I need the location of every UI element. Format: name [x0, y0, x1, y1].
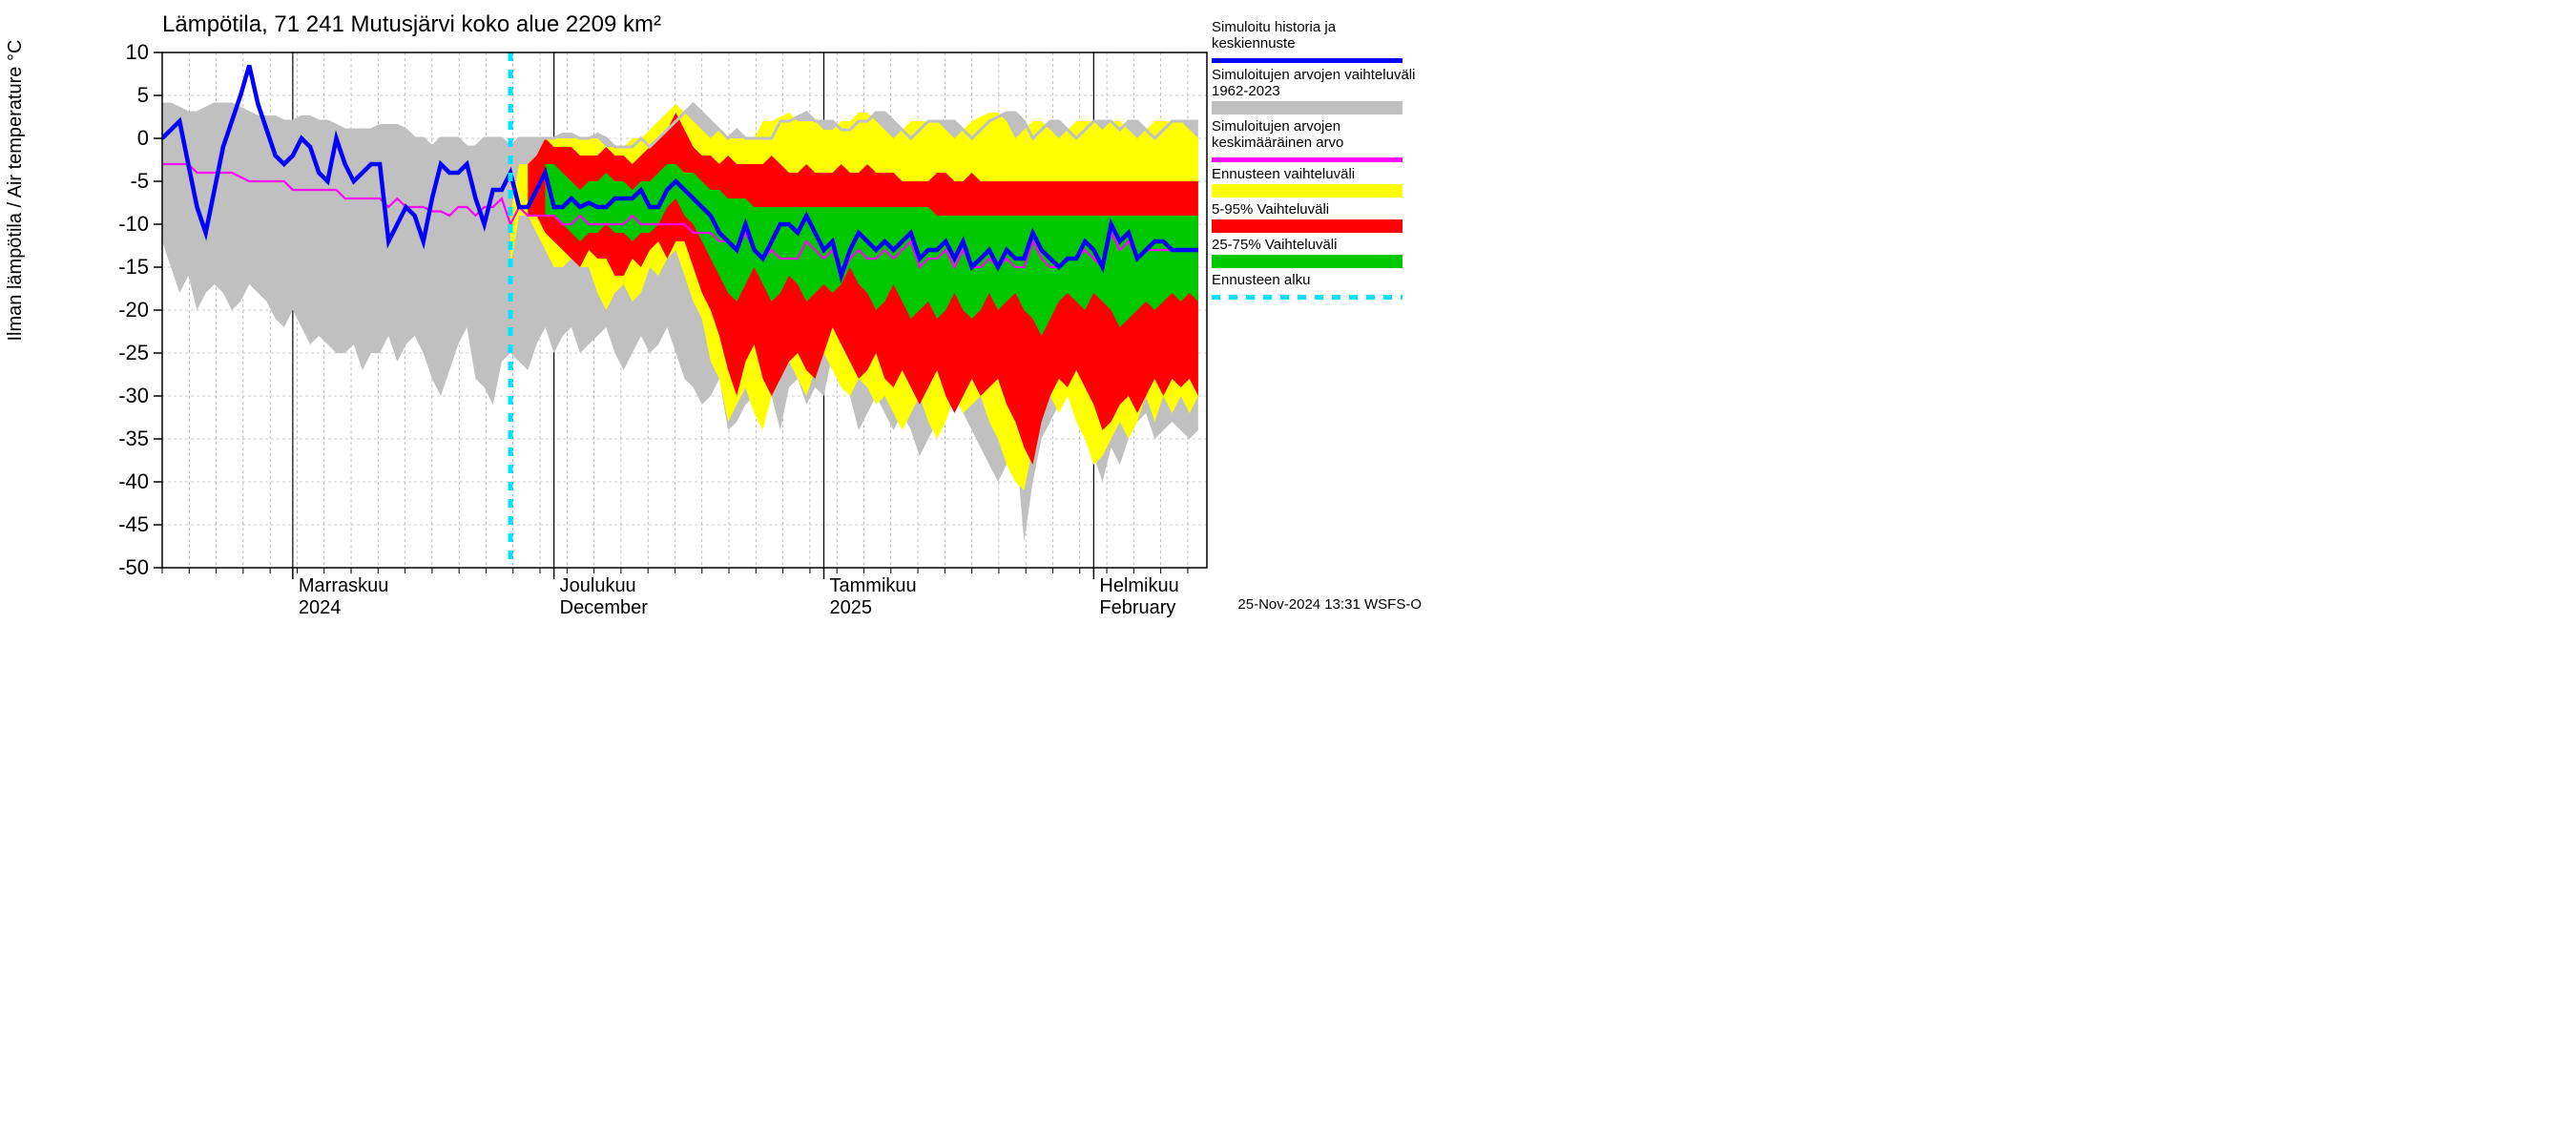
svg-text:-45: -45: [118, 512, 149, 536]
svg-text:-40: -40: [118, 469, 149, 493]
chart-container: Lämpötila, 71 241 Mutusjärvi koko alue 2…: [0, 0, 1431, 639]
legend-swatch: [1212, 184, 1402, 198]
svg-text:Joulukuu: Joulukuu: [560, 575, 636, 596]
legend-label: Simuloitujen arvojen keskimääräinen arvo: [1212, 118, 1422, 152]
legend-label: 5-95% Vaihteluväli: [1212, 201, 1422, 218]
legend-label: 25-75% Vaihteluväli: [1212, 237, 1422, 253]
chart-title: Lämpötila, 71 241 Mutusjärvi koko alue 2…: [162, 11, 661, 38]
legend-item: Simuloitujen arvojen keskimääräinen arvo: [1212, 118, 1422, 162]
svg-text:0: 0: [137, 126, 149, 150]
svg-text:Tammikuu: Tammikuu: [830, 575, 917, 596]
svg-text:-5: -5: [130, 169, 149, 193]
svg-text:2025: 2025: [830, 597, 873, 618]
y-axis-label: Ilman lämpötila / Air temperature °C: [5, 39, 27, 341]
svg-text:-30: -30: [118, 384, 149, 407]
legend-label: Ennusteen vaihteluväli: [1212, 166, 1422, 182]
legend-item: Simuloitujen arvojen vaihteluväli 1962-2…: [1212, 67, 1422, 115]
svg-text:-10: -10: [118, 212, 149, 236]
legend: Simuloitu historia ja keskiennuste Simulo…: [1212, 19, 1422, 303]
legend-item: Ennusteen alku: [1212, 272, 1422, 299]
legend-label: Simuloitu historia ja keskiennuste: [1212, 19, 1422, 52]
svg-text:-35: -35: [118, 427, 149, 450]
legend-item: 5-95% Vaihteluväli: [1212, 201, 1422, 233]
legend-swatch: [1212, 101, 1402, 114]
legend-label: Ennusteen alku: [1212, 272, 1422, 288]
legend-swatch: [1212, 58, 1402, 63]
svg-text:-15: -15: [118, 255, 149, 279]
chart-footer: 25-Nov-2024 13:31 WSFS-O: [1237, 596, 1422, 613]
legend-item: 25-75% Vaihteluväli: [1212, 237, 1422, 268]
svg-text:Helmikuu: Helmikuu: [1099, 575, 1178, 596]
legend-swatch: [1212, 219, 1402, 233]
svg-text:February: February: [1099, 597, 1175, 618]
svg-text:December: December: [560, 597, 649, 618]
legend-swatch: [1212, 255, 1402, 268]
svg-text:5: 5: [137, 83, 149, 107]
svg-text:10: 10: [126, 40, 149, 64]
legend-swatch: [1212, 157, 1402, 162]
legend-item: Ennusteen vaihteluväli: [1212, 166, 1422, 198]
legend-label: Simuloitujen arvojen vaihteluväli 1962-2…: [1212, 67, 1422, 100]
legend-swatch: [1212, 295, 1402, 300]
legend-item: Simuloitu historia ja keskiennuste: [1212, 19, 1422, 63]
svg-text:Marraskuu: Marraskuu: [299, 575, 388, 596]
svg-text:-50: -50: [118, 555, 149, 579]
svg-text:-20: -20: [118, 298, 149, 322]
svg-text:-25: -25: [118, 341, 149, 364]
svg-text:2024: 2024: [299, 597, 342, 618]
